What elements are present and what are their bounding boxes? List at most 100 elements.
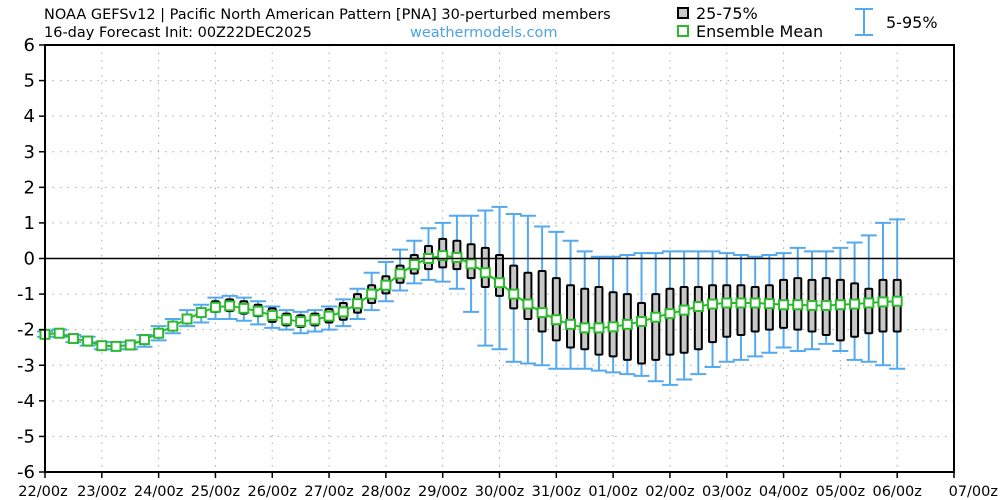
iqr-box xyxy=(722,284,732,338)
mean-marker xyxy=(280,314,292,326)
mean-marker xyxy=(621,318,633,330)
legend: 25-75% Ensemble Mean 5-95% xyxy=(677,4,938,41)
mean-marker xyxy=(820,299,832,311)
mean-marker xyxy=(224,300,236,312)
x-tick-label: 31/00z xyxy=(532,484,581,500)
mean-marker xyxy=(451,251,463,263)
legend-mean-label: Ensemble Mean xyxy=(696,22,823,41)
mean-marker xyxy=(806,299,818,311)
mean-marker xyxy=(877,296,889,308)
site-credit: weathermodels.com xyxy=(410,25,557,41)
y-tick-label: -4 xyxy=(17,391,35,412)
x-tick-label: 29/00z xyxy=(418,484,467,500)
x-tick-label: 01/00z xyxy=(588,484,637,500)
y-tick-label: 1 xyxy=(24,213,35,234)
mean-marker xyxy=(849,298,861,310)
mean-marker xyxy=(834,299,846,311)
mean-marker xyxy=(579,322,591,334)
y-tick-label: 6 xyxy=(24,35,35,56)
iqr-box xyxy=(665,287,675,356)
y-tick-label: 4 xyxy=(24,106,35,127)
y-tick-label: 3 xyxy=(24,142,35,163)
mean-marker xyxy=(167,320,179,332)
x-tick-label: 23/00z xyxy=(77,484,126,500)
mean-marker xyxy=(650,311,662,323)
mean-marker xyxy=(636,315,648,327)
mean-marker xyxy=(238,302,250,314)
mean-marker xyxy=(479,267,491,279)
mean-marker xyxy=(863,297,875,309)
mean-marker xyxy=(323,310,335,322)
mean-marker xyxy=(366,288,378,300)
mean-marker xyxy=(465,258,477,270)
legend-mean-swatch xyxy=(677,25,689,37)
x-tick-label: 04/00z xyxy=(759,484,808,500)
mean-marker xyxy=(508,288,520,300)
iqr-box xyxy=(566,284,576,349)
mean-marker xyxy=(891,295,903,307)
y-ticks: 6 5 4 3 2 1 0 -1 -2 -3 -4 -5 -6 xyxy=(17,35,45,483)
mean-marker xyxy=(337,306,349,318)
x-tick-label: 07/00z xyxy=(949,484,998,500)
y-tick-label: 0 xyxy=(24,249,35,270)
mean-marker xyxy=(67,333,79,345)
x-tick-label: 26/00z xyxy=(248,484,297,500)
legend-box-label: 25-75% xyxy=(696,4,758,23)
iqr-box xyxy=(523,271,533,320)
mean-marker xyxy=(309,314,321,326)
iqr-box xyxy=(537,269,547,333)
mean-marker xyxy=(763,298,775,310)
mean-marker xyxy=(565,318,577,330)
legend-box-swatch xyxy=(677,7,689,19)
y-tick-label: -6 xyxy=(17,462,35,483)
x-tick-label: 25/00z xyxy=(191,484,240,500)
x-tick-label: 05/00z xyxy=(816,484,865,500)
iqr-box xyxy=(736,284,746,337)
mean-marker xyxy=(82,335,94,347)
iqr-box xyxy=(850,282,860,338)
mean-marker xyxy=(522,298,534,310)
mean-marker xyxy=(110,340,122,352)
mean-marker xyxy=(735,297,747,309)
mean-marker xyxy=(96,340,108,352)
mean-marker xyxy=(792,299,804,311)
mean-marker xyxy=(437,250,449,262)
mean-marker xyxy=(181,313,193,325)
iqr-box xyxy=(551,277,561,342)
iqr-box xyxy=(693,285,703,351)
mean-marker xyxy=(124,339,136,351)
x-tick-label: 06/00z xyxy=(872,484,921,500)
x-tick-label: 03/00z xyxy=(702,484,751,500)
mean-marker xyxy=(408,259,420,271)
mean-marker xyxy=(593,322,605,334)
mean-marker xyxy=(295,315,307,327)
mean-marker xyxy=(53,327,65,339)
mean-marker xyxy=(749,297,761,309)
mean-marker xyxy=(778,299,790,311)
mean-marker xyxy=(195,307,207,319)
mean-series xyxy=(39,250,903,352)
y-tick-label: 2 xyxy=(24,177,35,198)
mean-marker xyxy=(252,305,264,317)
mean-marker xyxy=(153,327,165,339)
x-tick-label: 28/00z xyxy=(361,484,410,500)
axes xyxy=(44,44,955,473)
legend-whisker-label: 5-95% xyxy=(886,13,938,32)
x-tick-label: 02/00z xyxy=(645,484,694,500)
iqr-box xyxy=(580,287,590,351)
whiskers xyxy=(37,205,906,386)
y-tick-label: -2 xyxy=(17,320,35,341)
mean-marker xyxy=(351,298,363,310)
mean-marker xyxy=(707,298,719,310)
iqr-box xyxy=(594,285,604,356)
mean-marker xyxy=(266,309,278,321)
x-tick-label: 24/00z xyxy=(134,484,183,500)
iqr-box xyxy=(509,264,519,310)
y-tick-label: -3 xyxy=(17,355,35,376)
y-tick-label: -5 xyxy=(17,426,35,447)
mean-marker xyxy=(550,314,562,326)
x-tick-label: 22/00z xyxy=(18,484,67,500)
iqr-box xyxy=(495,253,504,297)
mean-marker xyxy=(678,304,690,316)
